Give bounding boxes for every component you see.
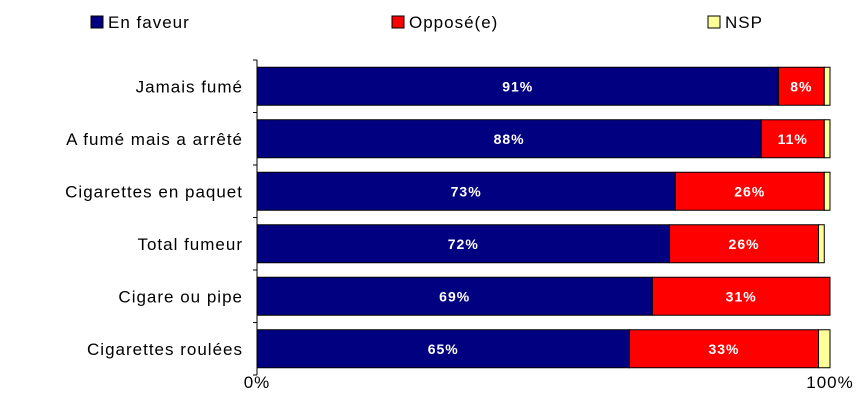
data-label-en-faveur-total-fumeur: 72%	[448, 236, 479, 252]
bar-en-faveur-cigarettes-roulees	[256, 329, 630, 369]
bar-en-faveur-cigare-ou-pipe	[256, 276, 653, 316]
bar-en-faveur-jamais-fume	[256, 66, 779, 106]
legend-label-en-faveur: En faveur	[108, 13, 190, 32]
x-tick-label: 0%	[244, 373, 271, 392]
bar-en-faveur-total-fumeur	[256, 224, 671, 264]
bar-nsp-cigarettes-roulees	[818, 329, 831, 369]
bar-nsp-a-fume-mais-a-arrete	[823, 119, 831, 159]
bar-oppose-e-cigarettes-roulees	[628, 329, 820, 369]
y-axis	[253, 59, 258, 376]
data-label-en-faveur-cigarettes-roulees: 65%	[428, 341, 459, 357]
bar-oppose-e-cigare-ou-pipe	[651, 276, 831, 316]
bars: 91% 8% 88% 11% 73% 26% 72% 26% 69% 31% 65% 33%	[256, 66, 831, 369]
legend: En faveur Opposé(e) NSP	[90, 13, 763, 32]
legend-label-nsp: NSP	[725, 13, 763, 32]
category-labels: Jamais fumé A fumé mais a arrêté Cigarette…	[65, 77, 243, 359]
data-label-en-faveur-cigare-ou-pipe: 69%	[439, 288, 470, 304]
data-label-oppose-e-cigarettes-en-paquet: 26%	[734, 183, 765, 199]
legend-swatch-oppose-e	[391, 15, 405, 29]
bar-nsp-cigarettes-en-paquet	[823, 171, 831, 211]
bar-oppose-e-total-fumeur	[669, 224, 820, 264]
bar-oppose-e-jamais-fume	[777, 66, 825, 106]
legend-swatch-en-faveur	[90, 15, 104, 29]
bar-nsp-jamais-fume	[823, 66, 831, 106]
data-label-oppose-e-a-fume-mais-a-arrete: 11%	[778, 131, 808, 147]
category-label-total-fumeur: Total fumeur	[137, 235, 243, 254]
data-label-en-faveur-jamais-fume: 91%	[502, 78, 533, 94]
x-tick-label: 100%	[806, 373, 853, 392]
legend-swatch-nsp	[707, 15, 721, 29]
data-label-en-faveur-cigarettes-en-paquet: 73%	[451, 183, 482, 199]
category-label-cigarettes-en-paquet: Cigarettes en paquet	[65, 182, 243, 201]
category-label-a-fume-mais-a-arrete: A fumé mais a arrêté	[66, 130, 243, 149]
legend-label-oppose-e: Opposé(e)	[409, 13, 498, 32]
data-label-en-faveur-a-fume-mais-a-arrete: 88%	[494, 131, 525, 147]
data-label-oppose-e-cigarettes-roulees: 33%	[708, 341, 739, 357]
category-label-cigare-ou-pipe: Cigare ou pipe	[118, 287, 243, 306]
category-label-jamais-fume: Jamais fumé	[136, 77, 243, 96]
bar-oppose-e-cigarettes-en-paquet	[674, 171, 825, 211]
data-label-oppose-e-jamais-fume: 8%	[790, 78, 812, 94]
data-label-oppose-e-cigare-ou-pipe: 31%	[726, 288, 757, 304]
x-axis-ticks: 0% 100%	[244, 373, 853, 392]
data-label-oppose-e-total-fumeur: 26%	[729, 236, 760, 252]
category-label-cigarettes-roulees: Cigarettes roulées	[87, 340, 243, 359]
bar-nsp-total-fumeur	[818, 224, 825, 264]
